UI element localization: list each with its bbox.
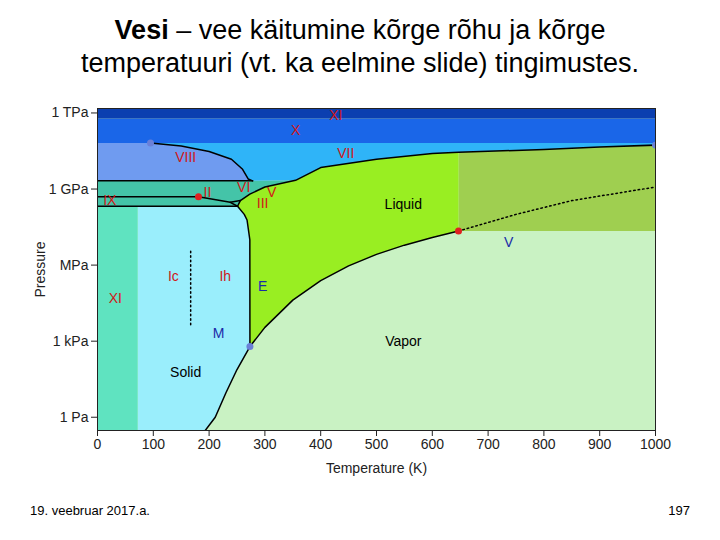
svg-text:1 kPa: 1 kPa [53,333,89,349]
svg-text:0: 0 [94,436,102,452]
svg-text:Ic: Ic [168,268,179,284]
svg-text:1000: 1000 [640,436,671,452]
svg-text:VII: VII [337,145,354,161]
svg-text:III: III [257,195,269,211]
svg-text:200: 200 [197,436,221,452]
svg-text:VIII: VIII [175,149,196,165]
svg-text:II: II [204,184,212,200]
svg-text:1 TPa: 1 TPa [51,104,88,120]
svg-text:500: 500 [365,436,389,452]
svg-text:400: 400 [309,436,333,452]
svg-text:XI: XI [109,290,122,306]
svg-text:300: 300 [253,436,277,452]
svg-text:1 Pa: 1 Pa [60,409,89,425]
svg-text:IX: IX [103,192,117,208]
html-text:temperatuuri (vt. ka eelmine s: temperatuuri (vt. ka eelmine slide) ting… [80,48,640,78]
svg-text:M: M [213,325,225,341]
svg-text:Solid: Solid [170,364,201,380]
svg-text:100: 100 [142,436,166,452]
svg-text:Vapor: Vapor [385,333,422,349]
svg-text:XI: XI [329,107,342,123]
svg-text:700: 700 [476,436,500,452]
html-text:19. veebruar 2017.a.: 19. veebruar 2017.a. [30,503,150,518]
svg-text:VI: VI [237,179,250,195]
svg-text:900: 900 [588,436,612,452]
svg-text:X: X [291,122,301,138]
svg-text:Temperature (K): Temperature (K) [326,460,427,476]
svg-text:Ih: Ih [219,268,231,284]
svg-text:V: V [266,184,277,201]
svg-text:V: V [504,234,514,250]
svg-text:Liquid: Liquid [385,196,422,212]
html-text:Vesi – vee käitumine kõrge rõh: Vesi – vee käitumine kõrge rõhu ja kõrge [114,15,606,45]
svg-text:MPa: MPa [60,257,89,273]
html-text:197: 197 [668,503,690,518]
svg-text:Pressure: Pressure [32,241,48,297]
svg-text:600: 600 [421,436,445,452]
svg-text:E: E [258,278,267,294]
svg-text:1 GPa: 1 GPa [49,181,89,197]
svg-text:800: 800 [532,436,556,452]
